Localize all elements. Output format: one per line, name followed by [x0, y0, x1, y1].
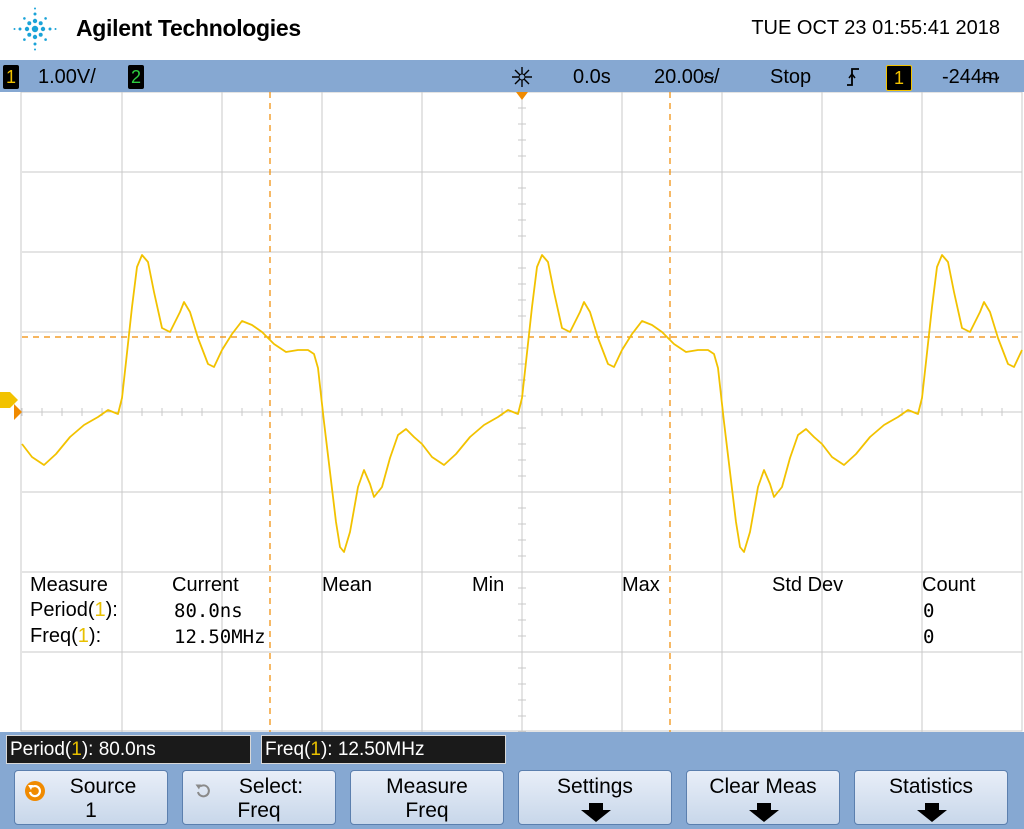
markers	[0, 92, 528, 420]
channel-1-ground-marker[interactable]	[0, 392, 18, 408]
status-bar: 1 1.00V/ 2 0.0s 20.00ᵴ/ Stop 1 -244ᵯ	[0, 60, 1024, 92]
horizontal-delay: 0.0s	[573, 66, 611, 88]
rotate-knob-icon	[25, 781, 45, 801]
channel-2-indicator[interactable]: 2	[128, 65, 144, 89]
trigger-edge-icon	[847, 68, 859, 86]
channel-1-scale: 1.00V/	[38, 66, 96, 88]
rotate-knob-icon	[195, 784, 210, 798]
submenu-arrow-icon	[749, 803, 779, 822]
submenu-arrow-icon	[917, 803, 947, 822]
timebase-scale: 20.00ᵴ/	[654, 66, 720, 88]
agilent-spark-logo	[13, 7, 57, 51]
select-softkey[interactable]: Select: Freq	[182, 770, 336, 825]
trigger-position-marker	[516, 92, 528, 100]
time-reference-icon	[512, 67, 532, 87]
date-time: TUE OCT 23 01:55:41 2018	[751, 17, 1000, 39]
freq-readout: Freq(1): 12.50MHz	[261, 735, 506, 764]
trigger-level-marker	[14, 404, 22, 420]
statistics-softkey[interactable]: Statistics	[854, 770, 1008, 825]
channel-1-indicator[interactable]: 1	[3, 65, 19, 89]
channel-1-trace	[21, 254, 1023, 553]
trigger-level: -244ᵯ	[942, 66, 999, 88]
cursors	[22, 92, 1022, 732]
header: Agilent Technologies TUE OCT 23 01:55:41…	[0, 0, 1024, 60]
settings-softkey[interactable]: Settings	[518, 770, 672, 825]
brand-name: Agilent Technologies	[76, 15, 301, 41]
submenu-arrow-icon	[581, 803, 611, 822]
waveform-display	[0, 92, 1023, 732]
trigger-source-indicator[interactable]: 1	[886, 65, 912, 91]
source-softkey[interactable]: Source 1	[14, 770, 168, 825]
measure-freq-softkey[interactable]: Measure Freq	[350, 770, 504, 825]
softkey-bar: Source 1 Select: Freq Measure Freq Setti…	[0, 766, 1024, 829]
clear-meas-softkey[interactable]: Clear Meas	[686, 770, 840, 825]
graticule	[20, 92, 1023, 732]
scope-display: Measure Current Mean Min Max Std Dev Cou…	[0, 92, 1024, 732]
measurement-readout-bar: Period(1): 80.0ns Freq(1): 12.50MHz	[0, 732, 1024, 766]
run-state: Stop	[770, 66, 812, 88]
period-readout: Period(1): 80.0ns	[6, 735, 251, 764]
